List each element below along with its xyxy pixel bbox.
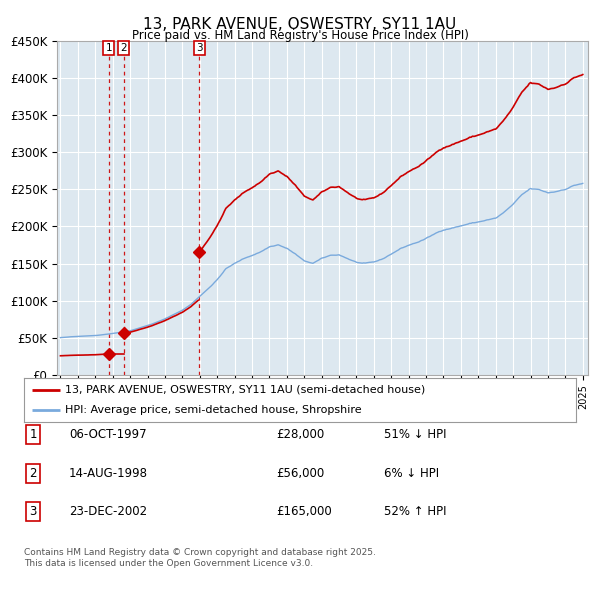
Text: 13, PARK AVENUE, OSWESTRY, SY11 1AU: 13, PARK AVENUE, OSWESTRY, SY11 1AU: [143, 17, 457, 31]
Text: 1: 1: [106, 43, 112, 53]
Text: 13, PARK AVENUE, OSWESTRY, SY11 1AU (semi-detached house): 13, PARK AVENUE, OSWESTRY, SY11 1AU (sem…: [65, 385, 425, 395]
Text: 14-AUG-1998: 14-AUG-1998: [69, 467, 148, 480]
Text: £165,000: £165,000: [276, 505, 332, 518]
Text: 3: 3: [196, 43, 203, 53]
Text: 6% ↓ HPI: 6% ↓ HPI: [384, 467, 439, 480]
Text: 06-OCT-1997: 06-OCT-1997: [69, 428, 146, 441]
Text: 2: 2: [120, 43, 127, 53]
Text: 23-DEC-2002: 23-DEC-2002: [69, 505, 147, 518]
Text: 51% ↓ HPI: 51% ↓ HPI: [384, 428, 446, 441]
Text: HPI: Average price, semi-detached house, Shropshire: HPI: Average price, semi-detached house,…: [65, 405, 362, 415]
Text: 1: 1: [29, 428, 37, 441]
Text: This data is licensed under the Open Government Licence v3.0.: This data is licensed under the Open Gov…: [24, 559, 313, 568]
Text: 3: 3: [29, 505, 37, 518]
Text: 2: 2: [29, 467, 37, 480]
Text: Price paid vs. HM Land Registry's House Price Index (HPI): Price paid vs. HM Land Registry's House …: [131, 30, 469, 42]
Text: 52% ↑ HPI: 52% ↑ HPI: [384, 505, 446, 518]
Text: £28,000: £28,000: [276, 428, 324, 441]
Text: Contains HM Land Registry data © Crown copyright and database right 2025.: Contains HM Land Registry data © Crown c…: [24, 548, 376, 556]
Text: £56,000: £56,000: [276, 467, 324, 480]
